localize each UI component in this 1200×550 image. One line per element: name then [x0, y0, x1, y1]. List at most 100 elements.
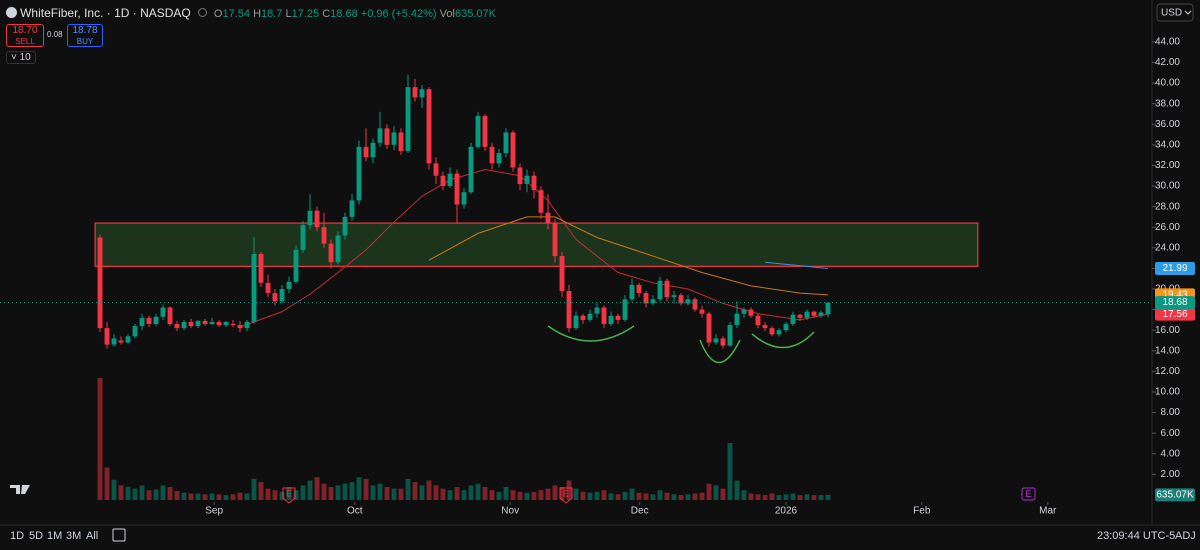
sell-button[interactable]: 18.70 SELL	[6, 24, 44, 47]
indicators-toggle[interactable]: ˅ 10	[6, 51, 36, 64]
ma-label-box	[1155, 307, 1195, 321]
y-tick-label: 4.00	[1161, 448, 1181, 459]
c-value: 18.68	[330, 8, 358, 20]
candle-body	[552, 223, 558, 257]
currency-box[interactable]	[1156, 3, 1194, 22]
candle-body	[629, 284, 635, 300]
volume-bar	[587, 492, 593, 500]
candle-body	[461, 192, 467, 205]
volume-bar	[503, 486, 509, 500]
candle-body	[349, 200, 355, 217]
candle-body	[657, 280, 663, 300]
volume-bar	[244, 493, 250, 500]
volume-bar	[517, 491, 523, 500]
volume-bar	[510, 490, 516, 500]
volume-bar	[237, 492, 243, 500]
candle-body	[398, 132, 404, 152]
x-tick-label: Dec	[631, 506, 649, 517]
candle-body	[125, 336, 131, 343]
volume-bar	[762, 495, 768, 500]
candle-body	[762, 325, 768, 329]
candle-body	[447, 173, 453, 187]
volume-bar	[783, 494, 789, 500]
range-button[interactable]: 1D	[10, 530, 25, 542]
volume-bar	[566, 480, 572, 500]
volume-bar	[272, 490, 278, 500]
candle-body	[706, 313, 712, 343]
candle-body	[538, 190, 544, 213]
buy-button[interactable]: 18.78 BUY	[67, 24, 103, 47]
volume-bar	[657, 490, 663, 500]
x-tick-label: Oct	[347, 506, 363, 517]
volume-bar	[398, 488, 404, 500]
volume-bar	[440, 488, 446, 500]
ma-label: 19.43	[1162, 290, 1187, 301]
volume-label-box	[1155, 488, 1195, 502]
volume-bar	[804, 494, 810, 500]
volume-bar	[223, 495, 229, 500]
earnings-marker[interactable]: E	[282, 487, 296, 504]
candle-body	[566, 291, 572, 329]
ma-label-box	[1155, 262, 1195, 276]
candle-body	[405, 87, 411, 152]
candle-body	[664, 280, 670, 298]
volume-bar	[153, 489, 159, 500]
candle-body	[195, 320, 201, 327]
candle-body	[377, 128, 383, 143]
buy-label: BUY	[76, 37, 94, 46]
candle-body	[146, 317, 152, 325]
volume-bar	[664, 492, 670, 500]
candle-body	[636, 284, 642, 294]
candle-body	[440, 175, 446, 187]
volume-bar	[216, 494, 222, 500]
earnings-marker[interactable]: E	[1021, 487, 1036, 501]
candle-body	[188, 321, 194, 327]
volume-bar	[104, 467, 110, 500]
candle-body	[412, 87, 418, 98]
candle-body	[755, 315, 761, 326]
range-button[interactable]: 5D	[29, 530, 44, 542]
volume-bar	[643, 493, 649, 500]
clock: 23:09:44 UTC-5	[1097, 530, 1176, 542]
candle-body	[111, 338, 117, 345]
candle-body	[426, 89, 432, 164]
earnings-marker[interactable]: E	[559, 487, 573, 504]
y-tick-label: 8.00	[1161, 407, 1181, 418]
candle-body	[524, 175, 530, 184]
volume-bar	[608, 493, 614, 500]
candle-body	[748, 309, 754, 316]
candle-body	[713, 338, 719, 343]
volume-bar	[349, 482, 355, 500]
logo	[10, 485, 30, 494]
x-tick-label: Sep	[205, 506, 223, 517]
candle-body	[720, 338, 726, 346]
y-tick-label: 10.00	[1155, 387, 1180, 398]
range-button[interactable]: All	[86, 530, 99, 542]
candle-body	[230, 324, 236, 326]
candle-body	[279, 288, 285, 302]
candle-body	[622, 299, 628, 320]
x-tick-label: Nov	[501, 506, 519, 517]
range-button[interactable]: 3M	[66, 530, 82, 542]
volume-bar	[671, 494, 677, 500]
volume-bar	[594, 491, 600, 500]
candle-body	[237, 325, 243, 329]
volume-bar	[300, 485, 306, 500]
candle-body	[797, 314, 803, 318]
volume-bar	[706, 483, 712, 500]
l-value: 17.25	[291, 8, 320, 20]
candle-body	[174, 324, 180, 329]
candle-body	[594, 307, 600, 314]
range-button[interactable]: 1M	[47, 530, 63, 542]
volume-bar	[230, 494, 236, 500]
volume-bar	[405, 478, 411, 500]
volume-bar	[139, 485, 145, 500]
volume-bar	[321, 483, 327, 500]
vol-value: 635.07K	[454, 8, 496, 20]
adj-button[interactable]: ADJ	[1175, 530, 1196, 542]
candle-body	[573, 315, 579, 329]
calendar-icon[interactable]	[112, 528, 126, 542]
candle-body	[419, 89, 425, 98]
